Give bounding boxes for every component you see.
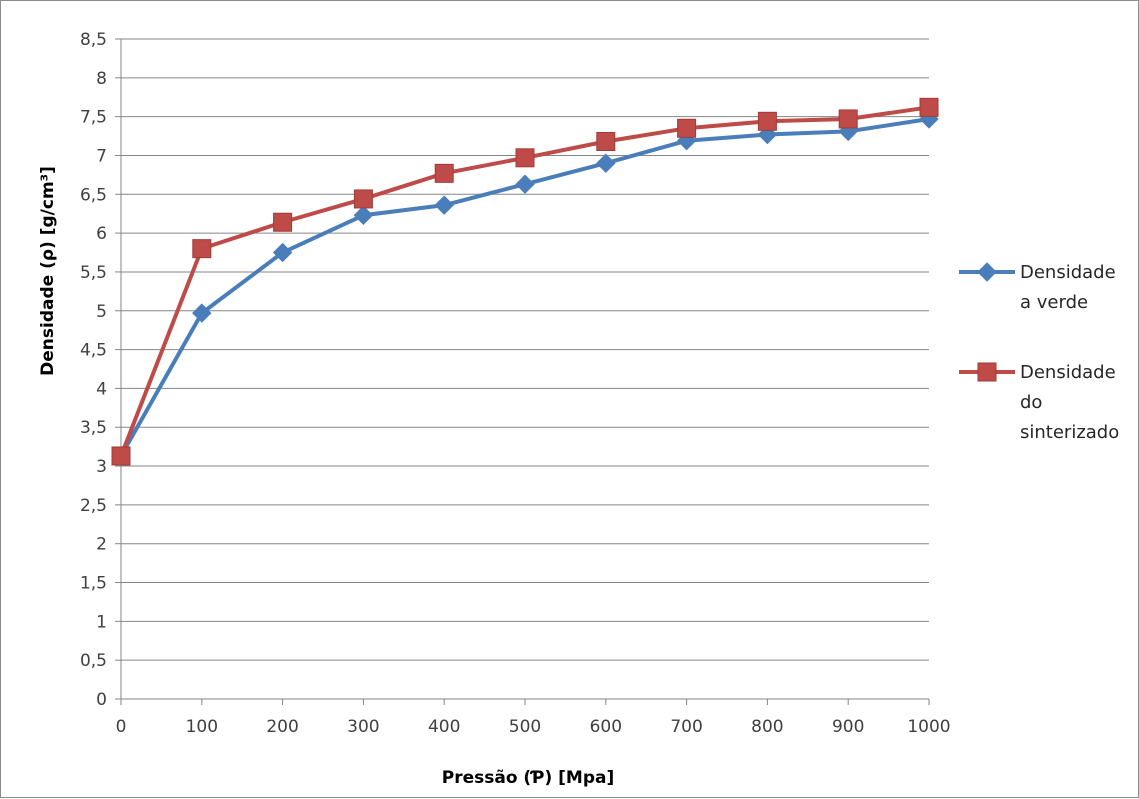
series-densidade-a-verde-point: [272, 242, 293, 263]
x-tick-label: 900: [832, 717, 864, 737]
legend-item-densidade-do-sinterizado: Densidade do sinterizado: [959, 362, 1119, 443]
y-tick-label: 6: [96, 224, 107, 244]
y-tick-label: 5,5: [80, 263, 107, 283]
series-densidade-do-sinterizado-point: [919, 97, 939, 117]
y-tick-label: 8,5: [80, 30, 107, 50]
y-tick-label: 0: [96, 690, 107, 710]
axes: [115, 38, 930, 705]
series-densidade-do-sinterizado-point: [434, 163, 454, 183]
series-densidade-do-sinterizado-point: [757, 111, 777, 131]
legend: Densidade a verde Densidade do sinterizado: [959, 262, 1119, 443]
series-densidade-do-sinterizado-point: [273, 212, 293, 232]
legend-label: a verde: [1020, 292, 1088, 313]
x-tick-labels: 0 100 200 300 400 500 600 700 800 900 1000: [116, 717, 951, 737]
y-tick-label: 2,5: [80, 496, 107, 516]
legend-label: do: [1020, 392, 1042, 413]
y-tick-label: 1: [96, 612, 107, 632]
series-densidade-a-verde-line: [119, 116, 930, 457]
series-densidade-do-sinterizado-point: [677, 118, 697, 138]
x-tick-label: 600: [590, 717, 622, 737]
x-tick-label: 700: [670, 717, 702, 737]
legend-item-densidade-a-verde: Densidade a verde: [959, 262, 1116, 313]
y-tick-label: 7,5: [80, 108, 107, 128]
series-densidade-a-verde-point: [353, 205, 374, 225]
y-tick-label: 3,5: [80, 418, 107, 438]
series-densidade-a-verde-point: [434, 195, 454, 215]
x-tick-label: 800: [751, 717, 783, 737]
series-densidade-a-verde-point: [515, 174, 535, 194]
x-axis-title: Pressão (Ƥ) [Mpa]: [442, 768, 615, 788]
series-densidade-do-sinterizado-point: [192, 239, 212, 259]
series-densidade-a-verde-point: [596, 153, 616, 173]
x-tick-label: 300: [347, 717, 379, 737]
y-tick-label: 5: [96, 302, 107, 322]
legend-marker-swatch: [977, 362, 997, 382]
y-tick-label: 4,5: [80, 341, 107, 361]
y-axis-title: Densidade (ρ) [g/cm³]: [38, 166, 58, 376]
y-tick-label: 7: [96, 146, 107, 166]
legend-marker-swatch: [977, 262, 997, 282]
y-tick-labels: 0 0,5 1 1,5 2 2,5 3 3,5 4 4,5 5 5,5 6 6,5 7 7,5 8 8,5: [80, 30, 107, 710]
series: [111, 97, 939, 466]
legend-label: Densidade: [1020, 362, 1116, 383]
legend-label: Densidade: [1020, 262, 1116, 283]
y-tick-label: 8: [96, 69, 107, 89]
x-tick-label: 200: [266, 717, 298, 737]
legend-label: sinterizado: [1020, 422, 1119, 443]
y-tick-label: 0,5: [80, 651, 107, 671]
series-densidade-a-verde-point: [192, 303, 212, 323]
y-tick-label: 2: [96, 535, 107, 555]
series-densidade-do-sinterizado-point: [515, 148, 535, 168]
y-tick-label: 6,5: [80, 185, 107, 205]
y-tick-label: 4: [96, 379, 107, 399]
x-tick-label: 0: [116, 717, 127, 737]
y-tick-label: 3: [96, 457, 107, 477]
series-densidade-do-sinterizado-point: [596, 131, 616, 151]
x-tick-label: 100: [186, 717, 218, 737]
series-densidade-do-sinterizado-point: [111, 446, 131, 466]
x-tick-label: 1000: [907, 717, 950, 737]
series-densidade-do-sinterizado-point: [838, 109, 858, 129]
x-tick-label: 500: [509, 717, 541, 737]
series-densidade-do-sinterizado-point: [353, 189, 373, 209]
y-tick-label: 1,5: [80, 574, 107, 594]
x-tick-label: 400: [428, 717, 460, 737]
